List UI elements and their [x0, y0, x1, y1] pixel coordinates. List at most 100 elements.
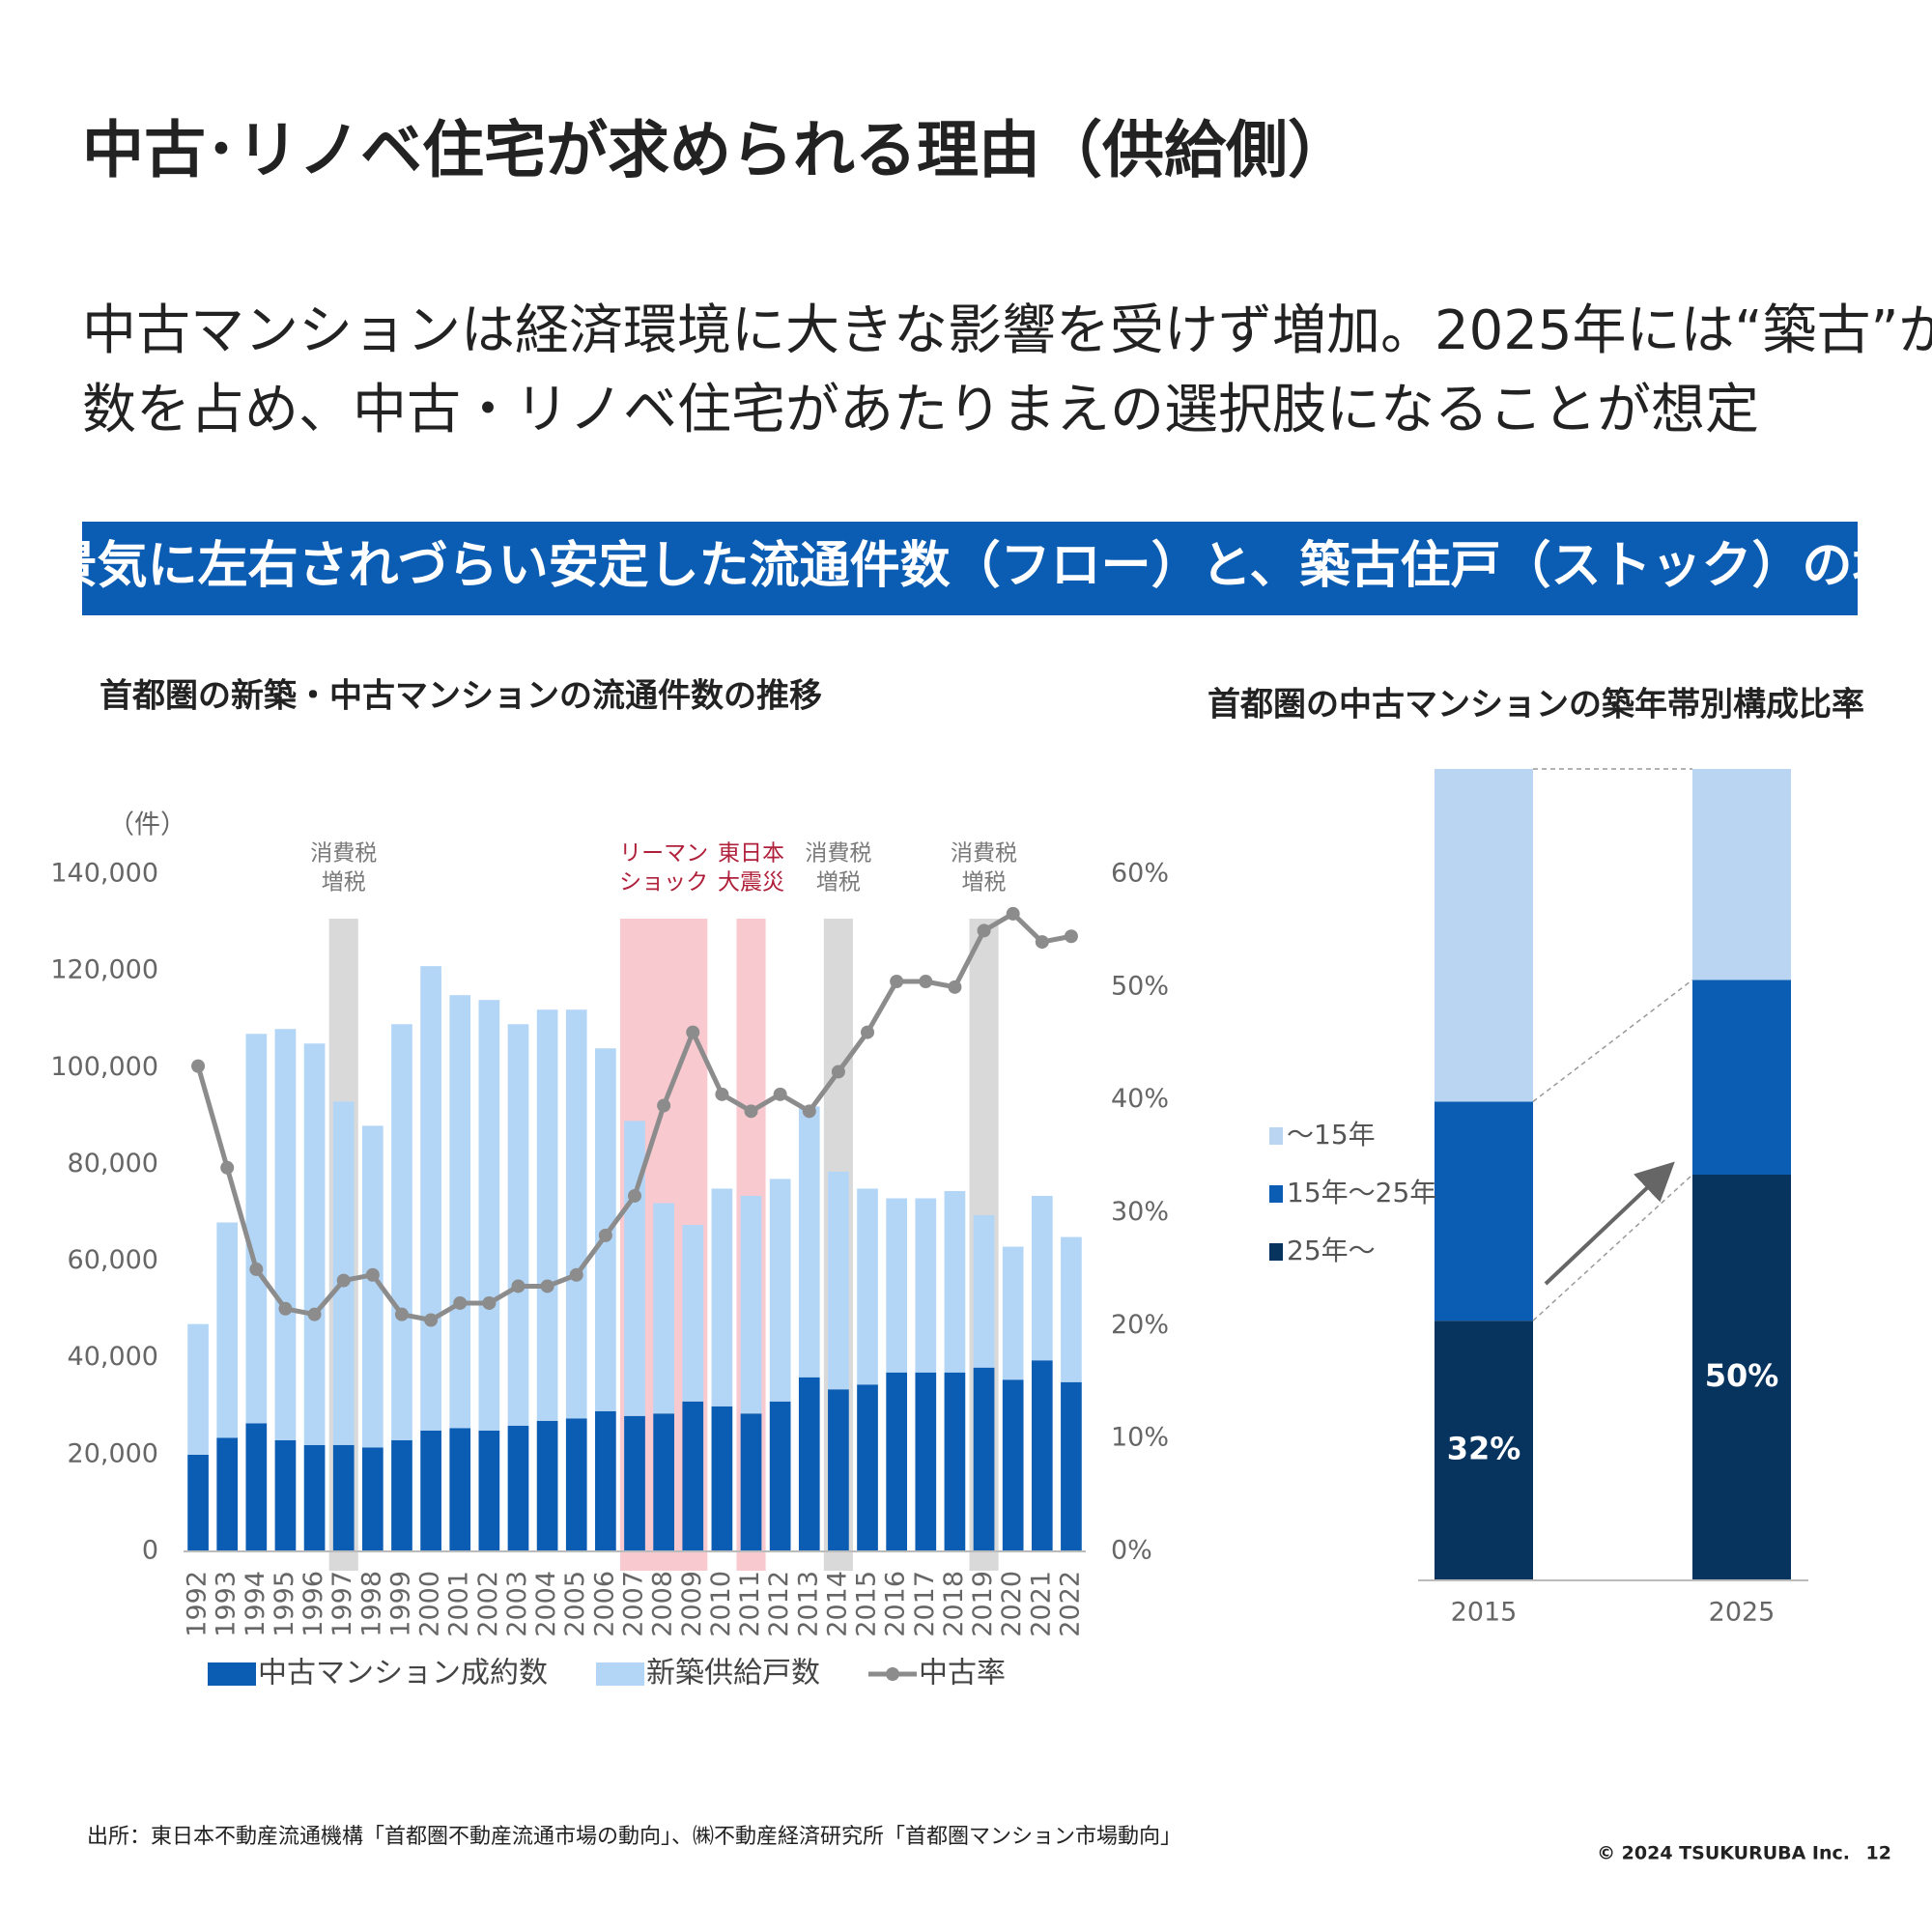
legend-label: 中古率	[919, 1657, 1006, 1690]
rate-point	[540, 1279, 554, 1293]
rate-point	[511, 1279, 526, 1293]
bar	[478, 1000, 500, 1431]
x-tick-label: 2018	[939, 1571, 969, 1637]
bar-segment	[1435, 769, 1533, 1102]
x-tick-label: 2004	[531, 1571, 561, 1637]
bar	[1061, 1381, 1082, 1551]
bar	[1002, 1246, 1024, 1380]
x-tick-label: 1999	[385, 1571, 415, 1637]
bar	[973, 1215, 995, 1368]
bar	[449, 1428, 471, 1551]
y-tick-label: 100,000	[50, 1052, 158, 1082]
y-tick-label: 20,000	[68, 1438, 158, 1468]
bar	[1031, 1360, 1053, 1551]
legend-swatch	[208, 1662, 256, 1686]
bar	[216, 1222, 239, 1438]
x-tick-label: 2011	[735, 1571, 765, 1637]
legend-swatch	[1269, 1243, 1283, 1261]
x-tick-label: 1997	[327, 1571, 357, 1637]
event-label: リーマン	[619, 841, 708, 867]
x-tick-label: 2025	[1709, 1598, 1776, 1628]
legend-swatch	[1269, 1185, 1283, 1203]
bar	[711, 1406, 733, 1551]
rate-point	[453, 1295, 468, 1310]
bar	[391, 1439, 412, 1551]
x-tick-label: 2003	[502, 1571, 532, 1637]
bar	[828, 1171, 849, 1390]
y2-tick-label: 60%	[1111, 859, 1169, 889]
rate-point	[569, 1267, 583, 1282]
bar	[507, 1024, 529, 1426]
legend-label: 新築供給戸数	[646, 1657, 820, 1690]
y-tick-label: 120,000	[50, 955, 158, 985]
value-label: 50%	[1705, 1357, 1779, 1394]
chart-title: 首都圏の新築・中古マンションの流通件数の推移	[99, 677, 822, 716]
rate-point	[773, 1087, 787, 1101]
bar	[303, 1043, 326, 1445]
bar-segment	[1692, 1175, 1791, 1580]
x-tick-label: 2002	[473, 1571, 503, 1637]
event-label: 消費税	[805, 841, 871, 867]
bar	[653, 1413, 674, 1551]
bar	[187, 1454, 209, 1551]
y2-tick-label: 30%	[1111, 1197, 1169, 1227]
bar	[624, 1415, 645, 1551]
x-tick-label: 2019	[968, 1571, 998, 1637]
x-tick-label: 2015	[852, 1571, 882, 1637]
banner	[82, 522, 1858, 615]
y2-tick-label: 10%	[1111, 1423, 1169, 1453]
rate-point	[831, 1065, 845, 1079]
rate-point	[1035, 935, 1049, 950]
legend-label: 15年～25年	[1287, 1177, 1436, 1208]
banner-text: ③ 景気に左右されづらい安定した流通件数（フロー）と、築古住戸（ストック）の増加	[0, 537, 1932, 595]
bar	[1031, 1195, 1053, 1361]
bar	[274, 1439, 297, 1551]
legend-label: ～15年	[1287, 1119, 1376, 1151]
x-tick-label: 2022	[1055, 1571, 1085, 1637]
bar	[711, 1188, 733, 1406]
bar	[740, 1195, 762, 1414]
rate-point	[307, 1307, 322, 1321]
rate-point	[1006, 906, 1020, 921]
x-tick-label: 2014	[822, 1571, 852, 1637]
bar	[1061, 1236, 1082, 1382]
bar	[216, 1437, 239, 1551]
slide-title: 中古･リノベ住宅が求められる理由（供給側）	[82, 116, 1350, 187]
x-tick-label: 1994	[241, 1571, 270, 1637]
bar	[565, 1418, 587, 1551]
bar	[595, 1410, 616, 1551]
rate-point	[977, 923, 991, 938]
connector	[1532, 1174, 1693, 1321]
rate-point	[365, 1267, 380, 1282]
bar	[332, 1101, 355, 1445]
bar	[361, 1447, 384, 1551]
bar	[798, 1106, 820, 1378]
bar	[420, 1430, 441, 1551]
x-tick-label: 2007	[619, 1571, 649, 1637]
legend-label: 25年～	[1287, 1235, 1376, 1266]
bar	[565, 1009, 587, 1419]
x-tick-label: 2005	[560, 1571, 590, 1637]
x-tick-label: 1995	[270, 1571, 299, 1637]
rate-point	[802, 1104, 816, 1119]
legend-swatch	[1269, 1127, 1283, 1145]
bar	[536, 1420, 558, 1551]
bar	[769, 1179, 791, 1402]
legend-swatch	[886, 1667, 899, 1681]
event-label: 増税	[816, 870, 861, 895]
rate-point	[482, 1295, 497, 1310]
x-tick-label: 2006	[589, 1571, 619, 1637]
bar	[886, 1372, 908, 1551]
event-label: 増税	[962, 870, 1007, 895]
rate-point	[598, 1228, 612, 1242]
bar	[361, 1125, 384, 1448]
bar	[1002, 1379, 1024, 1551]
bar	[653, 1203, 674, 1414]
y2-tick-label: 0%	[1111, 1536, 1152, 1566]
bar	[915, 1372, 937, 1551]
x-tick-label: 2020	[997, 1571, 1027, 1637]
bar	[187, 1323, 209, 1455]
connector	[1532, 979, 1693, 1102]
value-label: 32%	[1447, 1431, 1521, 1467]
